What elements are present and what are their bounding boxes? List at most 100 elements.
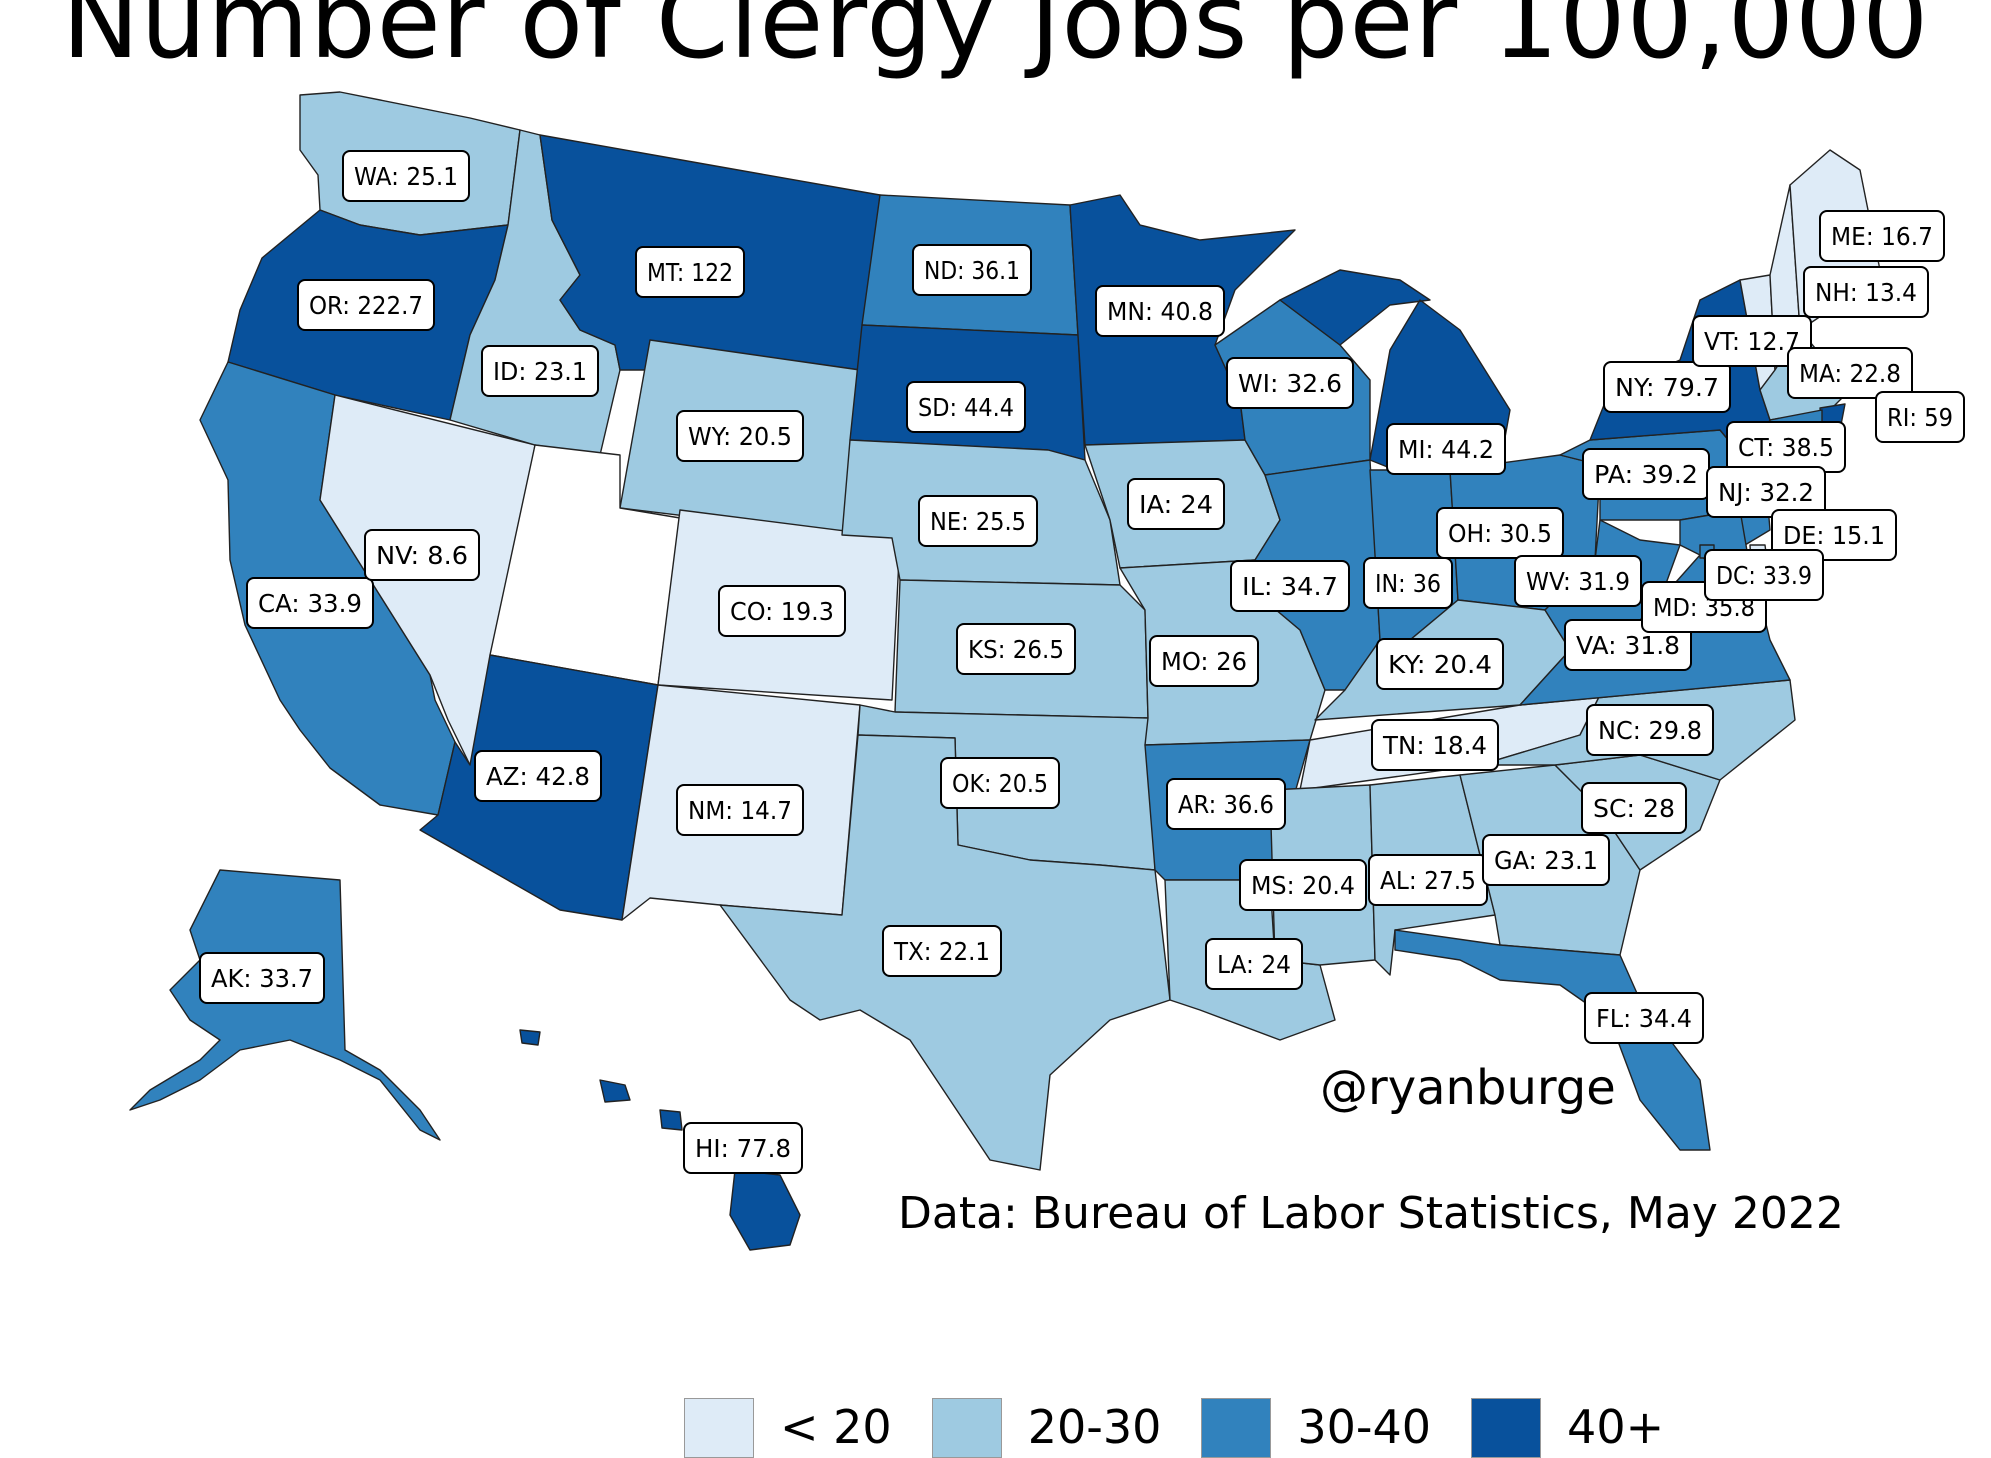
label-text: DE: 15.1 — [1783, 521, 1885, 550]
state-label-nc: NC: 29.8 — [1586, 704, 1714, 756]
state-label-id: ID: 23.1 — [481, 345, 599, 397]
state-label-nm: NM: 14.7 — [676, 784, 804, 836]
state-label-ar: AR: 36.6 — [1166, 778, 1286, 830]
label-box — [1149, 635, 1259, 687]
label-box — [1819, 210, 1945, 262]
label-box — [1205, 938, 1303, 990]
label-box — [882, 925, 1002, 977]
label-box — [1095, 285, 1225, 337]
state-label-ny: NY: 79.7 — [1603, 361, 1731, 413]
label-box — [1371, 719, 1499, 771]
label-box — [683, 1122, 803, 1174]
label-box — [1704, 549, 1824, 601]
label-box — [1514, 555, 1642, 607]
label-text: AK: 33.7 — [211, 964, 313, 993]
label-text: ME: 16.7 — [1831, 222, 1933, 251]
legend: < 20 20-30 30-40 40+ — [684, 1398, 1704, 1458]
label-text: MO: 26 — [1161, 647, 1247, 676]
label-text: TN: 18.4 — [1382, 731, 1487, 760]
label-text: AR: 36.6 — [1178, 790, 1274, 819]
label-box — [1127, 478, 1225, 530]
state-label-ct: CT: 38.5 — [1726, 421, 1846, 473]
label-box — [1363, 557, 1453, 609]
map-title: Number of Clergy Jobs per 100,000 — [61, 0, 1930, 82]
state-label-ma: MA: 22.8 — [1787, 347, 1913, 399]
legend-item: < 20 — [684, 1398, 892, 1458]
label-box — [676, 410, 804, 462]
state-label-hi: HI: 77.8 — [683, 1122, 803, 1174]
label-text: HI: 77.8 — [695, 1134, 791, 1163]
label-box — [1584, 992, 1704, 1044]
data-source: Data: Bureau of Labor Statistics, May 20… — [898, 1188, 1844, 1239]
label-text: VT: 12.7 — [1704, 327, 1800, 356]
label-box — [906, 381, 1026, 433]
legend-label: 40+ — [1567, 1400, 1665, 1454]
label-box — [1803, 266, 1929, 318]
label-text: NE: 25.5 — [930, 507, 1026, 536]
label-text: OK: 20.5 — [952, 769, 1048, 798]
label-box — [918, 495, 1038, 547]
state-label-wi: WI: 32.6 — [1226, 357, 1354, 409]
state-label-ms: MS: 20.4 — [1239, 859, 1367, 911]
legend-swatch — [1201, 1398, 1272, 1458]
state-label-ia: IA: 24 — [1127, 478, 1225, 530]
state-label-ok: OK: 20.5 — [940, 757, 1060, 809]
state-label-me: ME: 16.7 — [1819, 210, 1945, 262]
state-ak — [129, 869, 441, 1141]
state-label-mt: MT: 122 — [635, 246, 745, 298]
legend-item: 20-30 — [931, 1398, 1161, 1458]
label-box — [676, 784, 804, 836]
label-text: SC: 28 — [1593, 794, 1675, 823]
state-hi — [519, 1029, 801, 1251]
label-text: NY: 79.7 — [1615, 373, 1719, 402]
label-text: AL: 27.5 — [1380, 866, 1476, 895]
label-box — [1603, 361, 1731, 413]
label-text: ID: 23.1 — [493, 357, 587, 386]
label-text: OH: 30.5 — [1448, 519, 1552, 548]
label-text: OR: 222.7 — [309, 291, 423, 320]
legend-item: 40+ — [1471, 1398, 1664, 1458]
state-label-nj: NJ: 32.2 — [1706, 466, 1826, 518]
label-box — [342, 150, 470, 202]
label-text: IN: 36 — [1375, 569, 1441, 598]
label-text: NV: 8.6 — [376, 541, 468, 570]
label-text: NH: 13.4 — [1815, 278, 1917, 307]
label-text: PA: 39.2 — [1594, 460, 1698, 489]
state-label-mn: MN: 40.8 — [1095, 285, 1225, 337]
label-box — [481, 345, 599, 397]
state-label-ak: AK: 33.7 — [199, 952, 325, 1004]
state-label-de: DE: 15.1 — [1771, 509, 1897, 561]
label-text: CA: 33.9 — [258, 589, 362, 618]
label-text: TX: 22.1 — [893, 937, 990, 966]
label-box — [1692, 315, 1812, 367]
label-text: KS: 26.5 — [968, 635, 1064, 664]
state-label-tx: TX: 22.1 — [882, 925, 1002, 977]
label-text: WI: 32.6 — [1238, 369, 1342, 398]
label-text: IA: 24 — [1139, 490, 1213, 519]
label-text: NC: 29.8 — [1598, 716, 1702, 745]
legend-swatch — [931, 1398, 1002, 1458]
state-label-az: AZ: 42.8 — [474, 750, 602, 802]
label-text: MI: 44.2 — [1398, 435, 1494, 464]
label-text: WA: 25.1 — [354, 162, 458, 191]
state-label-wv: WV: 31.9 — [1514, 555, 1642, 607]
label-box — [1586, 704, 1714, 756]
label-text: MA: 22.8 — [1799, 359, 1901, 388]
label-text: LA: 24 — [1217, 950, 1291, 979]
label-box — [1386, 423, 1506, 475]
state-label-al: AL: 27.5 — [1368, 854, 1488, 906]
state-label-co: CO: 19.3 — [718, 585, 846, 637]
label-box — [1230, 560, 1350, 612]
state-label-ks: KS: 26.5 — [956, 623, 1076, 675]
label-box — [912, 244, 1032, 296]
label-box — [1787, 347, 1913, 399]
label-box — [297, 279, 435, 331]
label-text: WY: 20.5 — [688, 422, 792, 451]
label-text: SD: 44.4 — [918, 393, 1014, 422]
label-text: MT: 122 — [647, 258, 733, 287]
label-box — [474, 750, 602, 802]
label-box — [199, 952, 325, 1004]
state-label-wa: WA: 25.1 — [342, 150, 470, 202]
legend-label: < 20 — [780, 1400, 892, 1454]
